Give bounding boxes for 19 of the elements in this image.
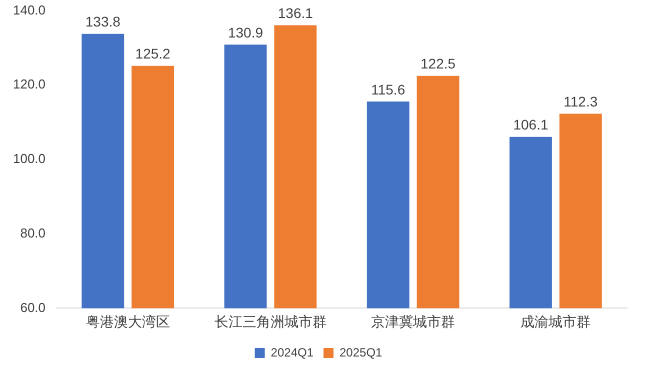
data-label: 125.2 — [135, 46, 171, 62]
y-tick-label: 100.0 — [12, 151, 46, 166]
data-label: 112.3 — [564, 94, 598, 110]
x-tick-label: 成渝城市群 — [520, 313, 591, 330]
data-label: 133.8 — [85, 14, 121, 30]
x-tick-label: 京津冀城市群 — [371, 313, 456, 330]
x-tick-label: 粤港澳大湾区 — [86, 313, 170, 330]
data-label: 130.9 — [228, 24, 264, 40]
data-label: 115.6 — [371, 81, 406, 98]
y-tick-label: 60.0 — [20, 300, 46, 315]
y-tick-label: 140.0 — [12, 2, 46, 18]
legend-label: 2024Q1 — [270, 345, 314, 360]
y-tick-label: 80.0 — [20, 225, 46, 240]
legend-label: 2025Q1 — [340, 345, 383, 360]
data-label: 122.5 — [420, 56, 456, 72]
y-tick-label: 120.0 — [12, 76, 46, 92]
data-label: 106.1 — [513, 116, 548, 133]
x-tick-label: 长江三角洲城市群 — [214, 313, 326, 330]
data-label: 136.1 — [278, 5, 314, 22]
